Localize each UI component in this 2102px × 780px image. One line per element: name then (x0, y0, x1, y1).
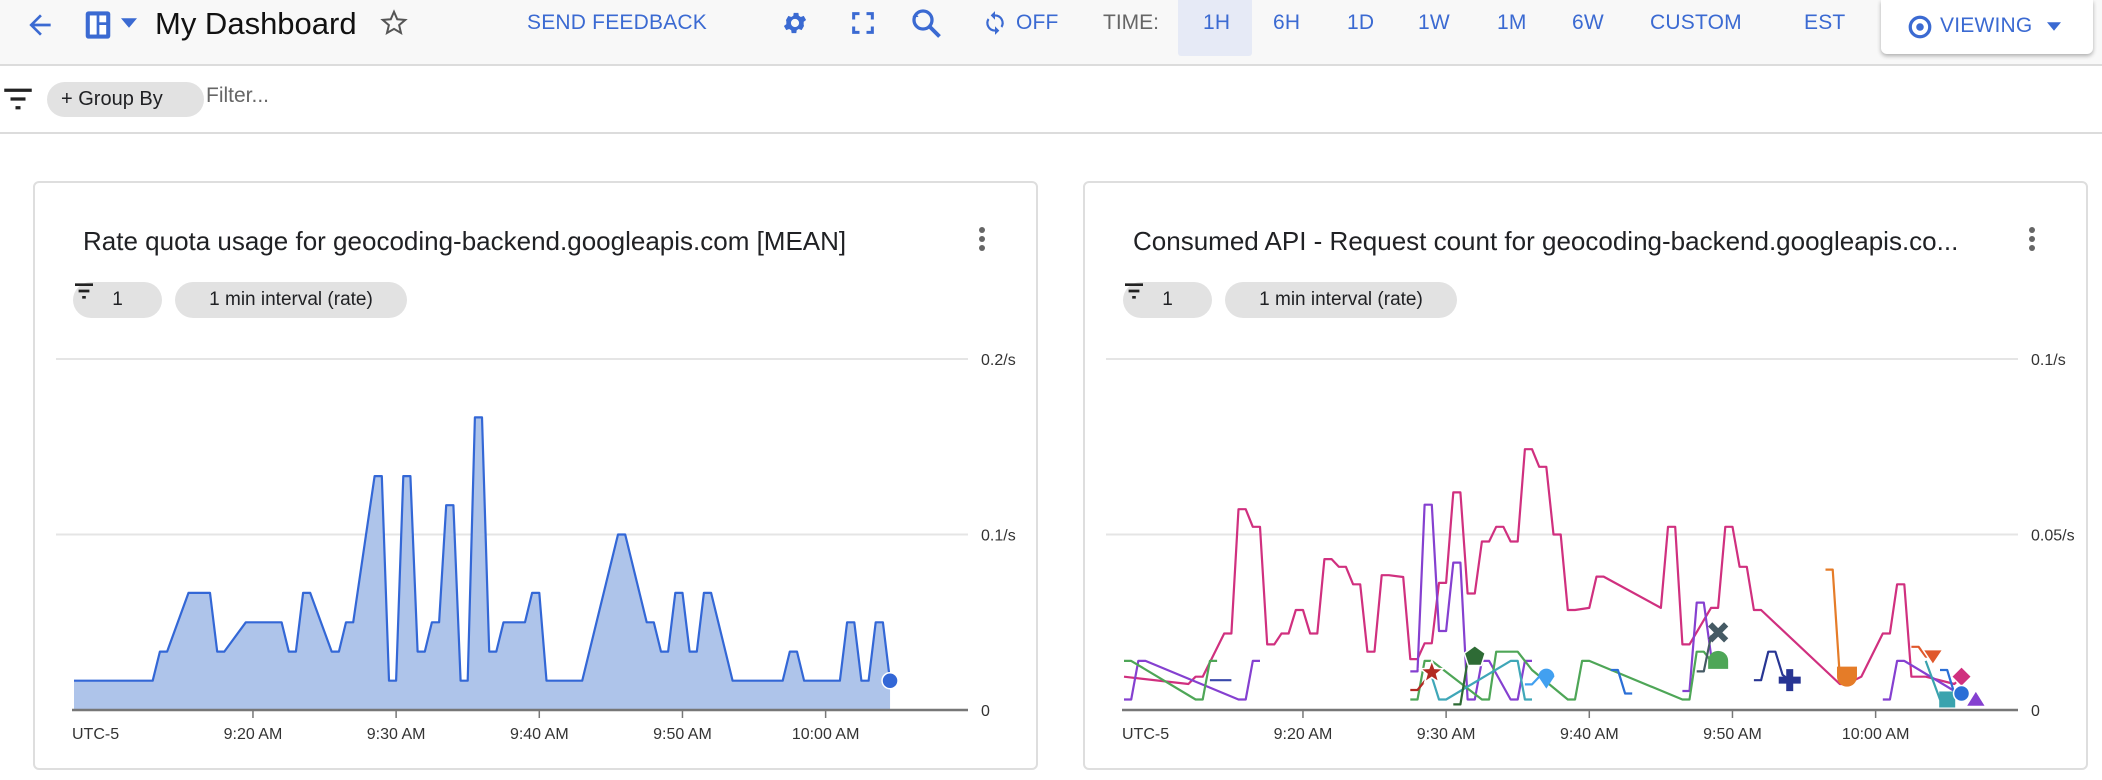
range-1m-button[interactable]: 1M (1497, 11, 1527, 34)
y-tick-label: 0 (2031, 703, 2040, 720)
series-13 (1911, 645, 1945, 667)
filter-count: 1 (112, 289, 123, 310)
page-title: My Dashboard (155, 6, 357, 41)
interval-chip[interactable]: 1 min interval (rate) (175, 282, 407, 318)
y-tick-label: 0.1/s (2031, 352, 2066, 369)
y-tick-label: 0 (981, 703, 990, 720)
y-tick-label: 0.2/s (981, 352, 1016, 369)
x-tick-label: 9:50 AM (1703, 726, 1762, 743)
series-11 (1753, 650, 1801, 692)
series-9 (1610, 668, 1971, 703)
x-tick-label: 9:40 AM (510, 726, 569, 743)
group-by-chip[interactable]: + Group By (47, 82, 204, 117)
x-tick-label: 9:30 AM (1417, 726, 1476, 743)
star-icon[interactable] (379, 8, 409, 38)
range-1h-button[interactable]: 1H (1203, 11, 1231, 34)
series-line (1825, 568, 1847, 678)
viewing-mode-button[interactable]: VIEWING (1881, 0, 2093, 54)
x-tick-label: 9:20 AM (1274, 726, 1333, 743)
chart-title: Consumed API - Request count for geocodi… (1133, 226, 1959, 256)
series-area (74, 417, 891, 710)
series-0 (74, 416, 899, 710)
marker-semicircle (1708, 650, 1729, 669)
x-tick-label: 9:30 AM (367, 726, 426, 743)
rate-quota-chart[interactable]: 0 0.1/s 0.2/s UTC-5 9:20 AM 9:30 AM 9:40 AM 9:5… (35, 183, 1036, 768)
series-line (1430, 659, 1532, 701)
series-0 (1123, 448, 1973, 688)
fullscreen-icon[interactable] (849, 9, 877, 37)
chevron-down-icon[interactable] (121, 18, 137, 28)
timezone-label: UTC-5 (1122, 726, 1169, 743)
marker-pentagon (1463, 644, 1487, 667)
chart-title: Rate quota usage for geocoding-backend.g… (83, 226, 847, 256)
x-tick-label: 10:00 AM (1842, 726, 1910, 743)
marker-plus (1778, 669, 1801, 692)
x-tick-label: 9:50 AM (653, 726, 712, 743)
filter-icon (1125, 283, 1143, 299)
filter-count-chip[interactable]: 1 (73, 282, 162, 318)
range-1d-button[interactable]: 1D (1347, 11, 1375, 34)
marker-square (1939, 691, 1956, 708)
send-feedback-button[interactable]: SEND FEEDBACK (527, 11, 707, 34)
series-12 (1825, 568, 1857, 687)
y-tick-label: 0.1/s (981, 528, 1016, 545)
request-count-chart[interactable]: 0 0.05/s 0.1/s UTC-5 9:20 AM 9:30 AM 9:40 AM 9:… (1085, 183, 2086, 768)
series-8 (1524, 668, 1555, 689)
more-options-icon[interactable] (2025, 225, 2039, 259)
x-tick-label: 10:00 AM (792, 726, 860, 743)
more-options-icon[interactable] (975, 225, 989, 259)
marker-shield (1836, 666, 1857, 687)
chart-card-rate-quota: Rate quota usage for geocoding-backend.g… (33, 181, 1038, 770)
interval-chip[interactable]: 1 min interval (rate) (1225, 282, 1457, 318)
series-10 (1696, 622, 1729, 673)
series-7 (1453, 644, 1487, 706)
timezone-label: UTC-5 (72, 726, 119, 743)
x-tick-label: 9:20 AM (224, 726, 283, 743)
filter-input[interactable] (206, 84, 606, 108)
zoom-reset-icon[interactable] (908, 5, 944, 41)
dashboard-toolbar: My Dashboard SEND FEEDBACK OFF TIME: 1H … (0, 0, 2102, 66)
series-line (1753, 650, 1791, 682)
range-1w-button[interactable]: 1W (1418, 11, 1450, 34)
range-custom-button[interactable]: CUSTOM (1650, 11, 1742, 34)
range-6h-button[interactable]: 6H (1273, 11, 1301, 34)
filter-icon[interactable] (3, 86, 33, 112)
timezone-button[interactable]: EST (1804, 11, 1846, 34)
marker-triangle-down (1921, 648, 1945, 667)
marker-circle (1952, 684, 1971, 703)
x-stroke (1708, 622, 1729, 643)
series-1 (1124, 505, 1988, 708)
filter-count-chip[interactable]: 1 (1123, 282, 1212, 318)
time-label: TIME: (1103, 11, 1159, 34)
filter-count: 1 (1162, 289, 1173, 310)
series-line (1124, 650, 1719, 701)
marker-x (1708, 622, 1729, 643)
chevron-down-icon (2047, 22, 2061, 31)
gear-icon[interactable] (781, 9, 809, 37)
range-6w-button[interactable]: 6W (1572, 11, 1604, 34)
viewing-label: VIEWING (1940, 14, 2033, 37)
filter-icon (75, 283, 93, 299)
eye-icon (1908, 15, 1932, 39)
selected-range-highlight (1178, 0, 1252, 56)
filter-bar: + Group By (0, 66, 2102, 134)
x-tick-label: 9:40 AM (1560, 726, 1619, 743)
marker-triangle (1964, 689, 1988, 708)
series-line (74, 416, 892, 682)
series-line (1123, 448, 1963, 686)
marker-circle (881, 671, 899, 690)
y-tick-label: 0.05/s (2031, 528, 2075, 545)
back-arrow-icon[interactable] (24, 9, 56, 41)
refresh-icon[interactable] (982, 9, 1008, 37)
series-4 (1924, 660, 1956, 708)
series-6 (1410, 658, 1446, 692)
series-3 (1430, 659, 1532, 701)
dashboard-icon[interactable] (84, 10, 112, 40)
auto-refresh-toggle[interactable]: OFF (1016, 11, 1059, 34)
chart-card-request-count: Consumed API - Request count for geocodi… (1083, 181, 2088, 770)
marker-star (1418, 658, 1446, 684)
marker-pin (1538, 668, 1555, 689)
